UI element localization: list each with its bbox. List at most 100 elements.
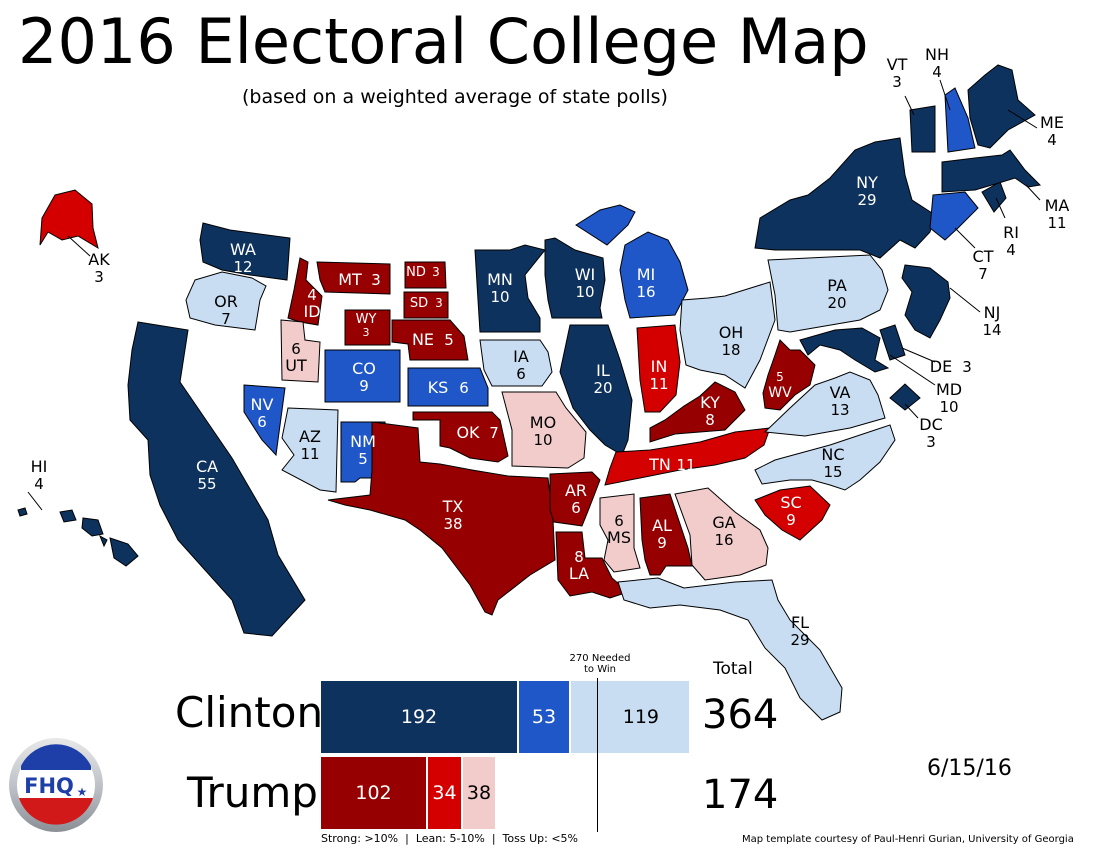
state-ut xyxy=(280,319,321,383)
state-dc-ev: 3 xyxy=(926,433,936,451)
state-ak-ev: 3 xyxy=(94,268,104,286)
segment-divider xyxy=(517,681,519,753)
state-ny-ev: 29 xyxy=(857,191,876,209)
state-nm-abbr: NM xyxy=(350,432,376,451)
state-mi-abbr: MI xyxy=(637,265,656,284)
state-az-abbr: AZ xyxy=(299,427,321,446)
state-hi xyxy=(17,507,139,567)
state-mt-ev: 3 xyxy=(371,271,381,289)
state-az xyxy=(281,407,339,493)
state-pa-ev: 20 xyxy=(827,294,846,312)
win-threshold-line xyxy=(597,678,598,832)
de-leader-line xyxy=(901,347,936,363)
state-mn-abbr: MN xyxy=(487,270,513,289)
clinton-name: Clinton xyxy=(175,688,324,737)
state-in-abbr: IN xyxy=(651,357,668,376)
state-oh-ev: 18 xyxy=(721,341,740,359)
state-me-ev: 4 xyxy=(1047,131,1057,149)
state-al-abbr: AL xyxy=(652,516,672,535)
state-ny-abbr: NY xyxy=(856,173,878,192)
state-id xyxy=(287,257,323,326)
state-ut-abbr: UT xyxy=(285,356,307,375)
state-ri-abbr: RI xyxy=(1003,223,1019,242)
state-al xyxy=(639,493,693,576)
state-nj xyxy=(901,264,951,339)
state-tn-ev: 11 xyxy=(676,456,695,474)
state-ma-ev: 11 xyxy=(1047,214,1066,232)
state-oh xyxy=(679,281,776,389)
clinton-bar: 192 53 119 xyxy=(321,681,689,753)
state-sc xyxy=(754,485,831,541)
state-ri xyxy=(981,181,1007,213)
state-nh xyxy=(944,87,976,153)
ma-leader-line xyxy=(1025,184,1041,201)
needed-line-1: 270 Needed xyxy=(569,653,631,664)
state-il-abbr: IL xyxy=(596,361,610,380)
state-ia-abbr: IA xyxy=(513,347,529,366)
state-wv-abbr: WV xyxy=(768,385,792,401)
state-ne xyxy=(391,319,469,361)
state-va-ev: 13 xyxy=(830,401,849,419)
state-me-abbr: ME xyxy=(1040,113,1064,132)
trump-name: Trump xyxy=(187,768,318,817)
state-nc-abbr: NC xyxy=(821,445,844,464)
state-co-abbr: CO xyxy=(352,359,376,378)
state-ms xyxy=(599,493,641,573)
state-oh-abbr: OH xyxy=(719,323,744,342)
state-tx-abbr: TX xyxy=(442,497,464,516)
state-co xyxy=(324,349,401,403)
state-wv-ev: 5 xyxy=(776,370,784,384)
trump-strong-segment: 102 xyxy=(321,757,426,829)
state-ne-ev: 5 xyxy=(444,331,454,349)
date-label: 6/15/16 xyxy=(927,756,1012,781)
state-nv xyxy=(243,384,286,457)
state-tx-ev: 38 xyxy=(443,515,462,533)
legend-text: Strong: >10% | Lean: 5-10% | Toss Up: <5… xyxy=(321,832,578,845)
state-vt-ev: 3 xyxy=(892,73,902,91)
state-wa xyxy=(199,222,291,281)
ct-leader-line xyxy=(954,227,976,249)
state-nh-ev: 4 xyxy=(932,63,942,81)
state-ak-abbr: AK xyxy=(88,250,110,269)
state-wa-abbr: WA xyxy=(230,240,256,259)
state-wy xyxy=(344,309,391,346)
state-ak xyxy=(39,189,99,250)
ri-leader-line xyxy=(995,197,1006,219)
state-ky xyxy=(649,381,746,443)
state-or-ev: 7 xyxy=(221,310,231,328)
state-wv xyxy=(762,339,816,411)
clinton-tossup-value: 119 xyxy=(622,706,659,728)
logo-red-stripe xyxy=(19,798,93,825)
state-ga-ev: 16 xyxy=(714,531,733,549)
state-ky-ev: 8 xyxy=(705,411,715,429)
state-fl xyxy=(617,577,843,721)
state-ms-ev: 6 xyxy=(614,512,624,530)
state-ny xyxy=(754,137,936,259)
state-vt xyxy=(909,105,936,153)
state-sd-abbr: SD xyxy=(410,296,428,311)
state-nv-ev: 6 xyxy=(257,413,267,431)
state-mo-abbr: MO xyxy=(530,413,556,432)
state-ar-abbr: AR xyxy=(565,481,587,500)
state-ks-abbr: KS xyxy=(428,378,449,397)
state-id-ev: 4 xyxy=(307,286,317,304)
state-va xyxy=(763,371,886,437)
state-vt-abbr: VT xyxy=(887,55,908,74)
state-mn xyxy=(474,244,546,333)
state-ar xyxy=(549,471,601,527)
state-ar-ev: 6 xyxy=(571,499,581,517)
state-sc-abbr: SC xyxy=(780,493,801,512)
state-nd xyxy=(404,261,447,289)
state-wi-abbr: WI xyxy=(575,265,596,284)
state-dc xyxy=(889,383,921,411)
state-nj-abbr: NJ xyxy=(984,303,1001,322)
state-wi xyxy=(544,237,606,319)
page-title: 2016 Electoral College Map xyxy=(18,5,869,78)
state-ma xyxy=(941,149,1042,193)
state-ga-abbr: GA xyxy=(712,513,735,532)
clinton-total: 364 xyxy=(702,692,779,738)
state-ma-abbr: MA xyxy=(1045,196,1070,215)
logo-star-icon: ★ xyxy=(77,785,88,799)
segment-divider xyxy=(426,757,428,829)
